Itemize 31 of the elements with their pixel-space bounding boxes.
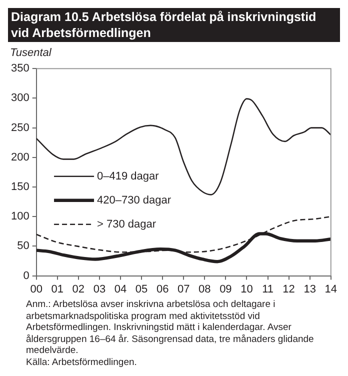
y-axis-title: Tusental [10,47,52,59]
x-tick-label: 04 [114,283,127,296]
x-tick-label: 14 [324,283,338,296]
x-tick-label: 11 [262,283,274,296]
y-tick-label: 0 [23,270,30,282]
x-tick-label: 09 [220,283,232,296]
text: Källa: Arbetsförmedlingen. [26,356,138,368]
x-tick-label: 03 [93,283,106,296]
y-tick-label: 200 [10,151,30,164]
chart-title: Diagram 10.5 Arbetslösa fördelat på inskrivningstid vid Arbetsförmedlingen [8,8,340,42]
y-tick-label: 150 [10,181,30,194]
x-tick-label: 07 [177,283,190,296]
x-tick-label: 01 [51,283,64,296]
y-tick-label: 300 [10,92,30,104]
x-tick-label: 02 [72,283,85,296]
x-tick-label: 05 [135,283,148,296]
line-series [36,98,331,196]
y-tick-label: 350 [10,62,30,75]
x-tick-label: 13 [304,283,316,296]
y-tick-label: 50 [17,240,30,252]
legend-label: 0–419 dagar [97,170,160,182]
legend-label: > 730 dagar [97,218,156,230]
y-tick-label: 100 [10,210,30,223]
x-tick-label: 06 [156,283,169,296]
x-tick-label: 10 [240,283,253,296]
text: Anm.: Arbetslösa avser inskrivna arbetslösa och deltagare i arbetsmarknadspolitiska program med aktivitetsstöd vid Arbetsförmedlingen. Inskrivningstid mätt i kalenderdagar. Avser åldersgruppen 16–64 år. Säsongrensad data, tre månaders glidande medelvärde. [26,299,315,356]
y-tick-label: 250 [10,122,30,134]
x-tick-label: 12 [282,283,295,296]
x-tick-label: 00 [30,283,42,296]
x-tick-label: 08 [198,283,211,296]
legend-label: 420–730 dagar [97,194,172,206]
